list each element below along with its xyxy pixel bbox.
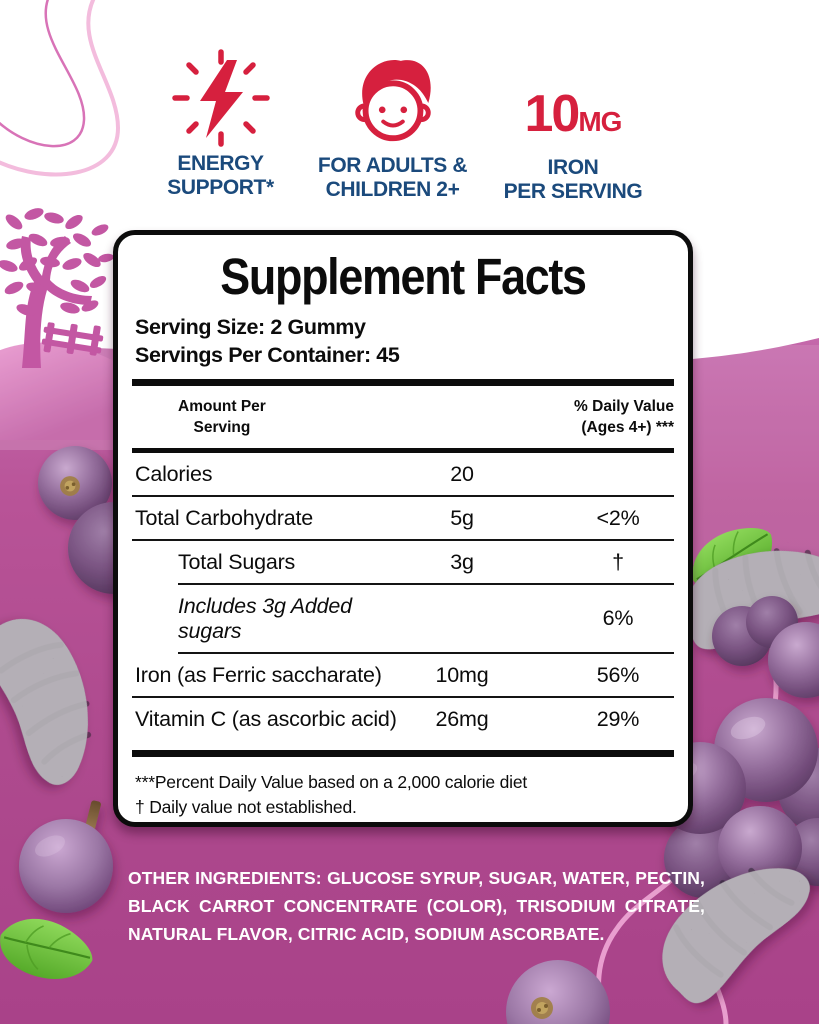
dose-unit: MG [578, 106, 622, 137]
table-row-calories: Calories 20 [135, 461, 474, 486]
thick-rule [132, 379, 674, 387]
thick-rule [132, 447, 674, 453]
footnote-daily-value: ***Percent Daily Value based on a 2,000 … [135, 771, 528, 792]
energy-support-badge: ENERGY SUPPORT* [128, 48, 313, 199]
tree-illustration [0, 208, 114, 368]
row-divider [132, 538, 674, 541]
facts-table: Calories 20 Total Carbohydrate 5g <2% To… [132, 453, 674, 740]
other-ingredients: OTHER INGREDIENTS: GLUCOSE SYRUP, SUGAR,… [128, 864, 705, 949]
table-row-added-sugars: Includes 3g Added sugars 6% [178, 593, 634, 643]
dose-text: 10 MG [524, 84, 623, 144]
daily-value-column-header: % Daily Value (Ages 4+) *** [574, 398, 674, 436]
servings-per-container: Servings Per Container: 45 [135, 342, 400, 367]
table-row-vitamin-c: Vitamin C (as ascorbic acid) 26mg 29% [135, 706, 640, 731]
table-row-total-sugars: Total Sugars 3g † [178, 549, 624, 574]
audience-badge: FOR ADULTS & CHILDREN 2+ [300, 50, 485, 201]
lightning-bolt-icon [169, 48, 273, 148]
hill-illustration [0, 340, 122, 450]
amount-column-header: Amount Per Serving [178, 398, 266, 436]
fence-illustration [41, 322, 104, 356]
supplement-facts-panel: Supplement Facts Serving Size: 2 Gummy S… [113, 230, 693, 827]
footnote-dagger: † Daily value not established. [135, 796, 357, 817]
iron-per-serving-label: IRON PER SERVING [503, 156, 643, 203]
footnotes: ***Percent Daily Value based on a 2,000 … [135, 770, 671, 820]
audience-label: FOR ADULTS & CHILDREN 2+ [317, 154, 468, 201]
tree-leaves [0, 208, 114, 316]
other-ingredients-text: GLUCOSE SYRUP, SUGAR, WATER, PECTIN, BLA… [128, 867, 705, 945]
panel-title: Supplement Facts [220, 248, 587, 305]
column-headers: Amount Per Serving % Daily Value (Ages 4… [132, 386, 674, 448]
table-row-iron: Iron (as Ferric saccharate) 10mg 56% [135, 662, 640, 687]
row-divider [178, 582, 674, 585]
serving-size: Serving Size: 2 Gummy [135, 315, 366, 339]
other-ingredients-label: OTHER INGREDIENTS: [128, 867, 322, 888]
bottom-left-grape [19, 800, 113, 913]
child-face-icon [344, 50, 442, 150]
row-divider [178, 651, 674, 654]
table-row-total-carbohydrate: Total Carbohydrate 5g <2% [135, 505, 640, 530]
dose-value: 10 [524, 85, 581, 143]
ribbon-curves [0, 0, 121, 177]
row-divider [132, 494, 674, 497]
iron-dose-badge: 10 MG IRON PER SERVING [478, 52, 668, 203]
thick-rule [132, 749, 674, 757]
energy-support-label: ENERGY SUPPORT* [167, 152, 274, 199]
row-divider [132, 695, 674, 698]
bottom-center-grape [506, 960, 610, 1024]
